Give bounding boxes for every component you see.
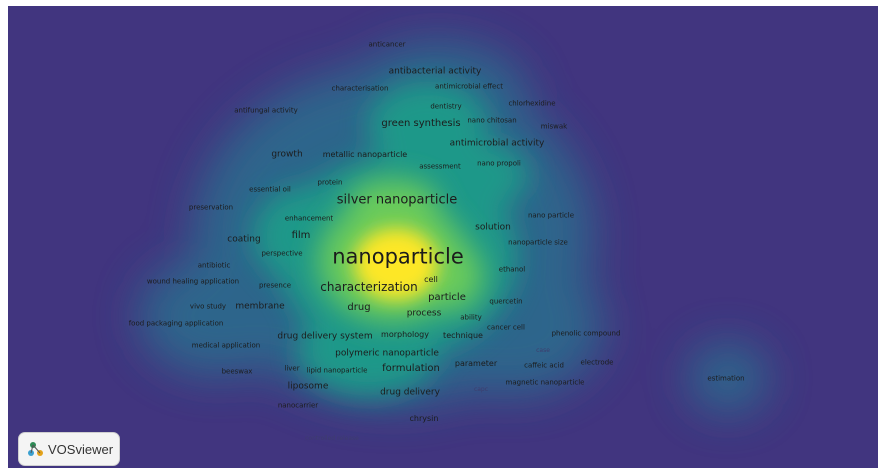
term-controlled-release[interactable]: controlled release [305, 435, 359, 442]
term-case[interactable]: case [536, 347, 550, 354]
term-enhancement[interactable]: enhancement [284, 214, 334, 223]
term-perspective[interactable]: perspective [261, 249, 303, 258]
term-antifungal-activity[interactable]: antifungal activity [234, 106, 298, 115]
term-nano-particle[interactable]: nano particle [527, 211, 575, 220]
term-estimation[interactable]: estimation [707, 374, 745, 383]
term-beeswax[interactable]: beeswax [221, 367, 253, 376]
term-antimicrobial-activity[interactable]: antimicrobial activity [449, 138, 545, 149]
term-particle[interactable]: particle [428, 292, 466, 303]
term-preservation[interactable]: preservation [188, 203, 234, 212]
term-nano-chitosan[interactable]: nano chitosan [467, 116, 517, 125]
term-cancer-cell[interactable]: cancer cell [487, 323, 525, 332]
term-vivo-study[interactable]: vivo study [189, 302, 227, 311]
term-nano-propoli[interactable]: nano propoli [477, 159, 521, 168]
term-medical-application[interactable]: medical application [191, 341, 261, 350]
term-metallic-nanoparticle[interactable]: metallic nanoparticle [322, 150, 408, 159]
vosviewer-logo-label: VOSviewer [48, 441, 114, 457]
term-ability[interactable]: ability [460, 313, 482, 322]
term-drug[interactable]: drug [347, 302, 371, 313]
term-phenolic-compound[interactable]: phenolic compound [551, 329, 621, 338]
term-essential-oil[interactable]: essential oil [249, 185, 291, 194]
term-antibacterial-activity[interactable]: antibacterial activity [388, 66, 482, 77]
term-film[interactable]: film [291, 230, 311, 241]
term-magnetic-nanoparticle[interactable]: magnetic nanoparticle [505, 378, 585, 387]
term-nanoparticle-size[interactable]: nanoparticle size [508, 238, 568, 247]
term-wound-healing-application[interactable]: wound healing application [146, 277, 240, 286]
term-coating[interactable]: coating [227, 234, 261, 245]
term-cell[interactable]: cell [424, 275, 438, 284]
term-presence[interactable]: presence [258, 281, 292, 290]
vosviewer-logo-icon [28, 442, 43, 456]
term-capc[interactable]: capc [473, 386, 489, 393]
term-process[interactable]: process [406, 308, 442, 319]
term-characterisation[interactable]: characterisation [331, 84, 389, 93]
term-parameter[interactable]: parameter [454, 359, 498, 368]
term-technique[interactable]: technique [443, 331, 483, 340]
term-polymeric-nanoparticle[interactable]: polymeric nanoparticle [335, 348, 439, 359]
term-morphology[interactable]: morphology [381, 330, 429, 339]
term-nanocarrier[interactable]: nanocarrier [277, 401, 319, 410]
term-green-synthesis[interactable]: green synthesis [381, 118, 461, 129]
term-dentistry[interactable]: dentistry [430, 102, 462, 111]
term-liposome[interactable]: liposome [287, 381, 329, 392]
term-electrode[interactable]: electrode [580, 358, 614, 367]
term-drug-delivery[interactable]: drug delivery [380, 387, 440, 398]
term-nanoparticle[interactable]: nanoparticle [332, 244, 464, 269]
term-membrane[interactable]: membrane [235, 301, 285, 312]
term-protein[interactable]: protein [317, 178, 343, 187]
density-heatmap [138, 41, 768, 413]
term-quercetin[interactable]: quercetin [489, 297, 523, 306]
term-assessment[interactable]: assessment [419, 162, 461, 171]
term-growth[interactable]: growth [271, 149, 303, 160]
term-lipid-nanoparticle[interactable]: lipid nanoparticle [306, 366, 368, 375]
term-solution[interactable]: solution [475, 222, 511, 233]
vosviewer-logo[interactable]: VOSviewer [18, 432, 120, 466]
term-chrysin[interactable]: chrysin [409, 414, 439, 423]
term-silver-nanoparticle[interactable]: silver nanoparticle [336, 192, 458, 208]
term-anticancer[interactable]: anticancer [368, 40, 406, 49]
term-liver[interactable]: liver [284, 364, 300, 373]
density-map[interactable]: nanoparticle silver nanoparticle character… [8, 6, 878, 468]
term-formulation[interactable]: formulation [382, 363, 440, 374]
term-ethanol[interactable]: ethanol [498, 265, 526, 274]
term-miswak[interactable]: miswak [540, 122, 568, 131]
term-chlorhexidine[interactable]: chlorhexidine [508, 99, 556, 108]
term-drug-delivery-system[interactable]: drug delivery system [277, 331, 373, 342]
term-antimicrobial-effect[interactable]: antimicrobial effect [435, 82, 503, 91]
term-characterization[interactable]: characterization [320, 280, 418, 294]
term-antibiotic[interactable]: antibiotic [197, 261, 231, 270]
term-food-packaging-application[interactable]: food packaging application [128, 319, 224, 328]
term-caffeic-acid[interactable]: caffeic acid [524, 361, 564, 370]
